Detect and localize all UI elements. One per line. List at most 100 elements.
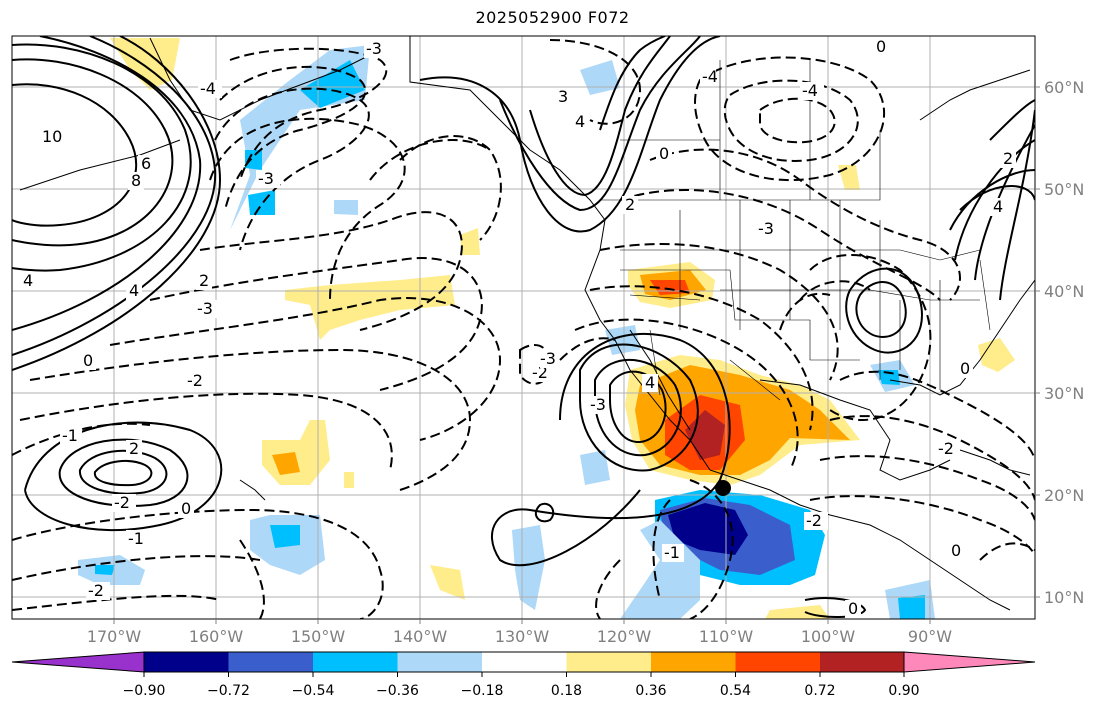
axis-ticks [113, 86, 1040, 624]
contour-label: -2 [806, 511, 822, 530]
lat-label: 50°N [1044, 180, 1084, 199]
negative-anomaly-region [300, 60, 365, 108]
colorbar-segment [820, 652, 905, 672]
colorbar-segment [228, 652, 313, 672]
colorbar-tick-label: 0.54 [720, 683, 751, 699]
negative-contours [12, 39, 1035, 619]
contour-label: 2 [625, 195, 635, 214]
contour-label: -2 [938, 439, 954, 458]
longitude-labels: 170°W 160°W 150°W 140°W 130°W 120°W 110°… [87, 627, 952, 646]
negative-anomaly-region [95, 565, 115, 575]
contour-label: 6 [141, 154, 151, 173]
colorbar-tick-label: −0.90 [123, 683, 166, 699]
positive-anomaly-region [978, 338, 1015, 372]
colorbar-extend-min [11, 651, 145, 673]
storm-center-marker [715, 480, 731, 496]
contour-label: -4 [702, 67, 718, 86]
lon-label: 170°W [87, 627, 142, 646]
map-content: 10 8 6 4 4 2 0 -1 -2 2 -2 -2 -3 [12, 36, 1035, 619]
lon-label: 100°W [801, 627, 856, 646]
colorbar-tick-label: 0.18 [551, 683, 582, 699]
colorbar-tick-label: −0.36 [376, 683, 419, 699]
lon-label: 110°W [699, 627, 754, 646]
contour-label: 4 [129, 281, 139, 300]
colorbar-segment [482, 652, 567, 672]
colorbar-tick-label: −0.18 [461, 683, 504, 699]
positive-anomaly-region [838, 165, 860, 190]
negative-anomaly-region [248, 190, 275, 215]
lat-label: 60°N [1044, 78, 1084, 97]
contour-label: 0 [659, 144, 669, 163]
lat-label: 20°N [1044, 486, 1084, 505]
negative-anomaly-region [512, 525, 545, 610]
contour-label: 2 [199, 271, 209, 290]
colorbar-segment [651, 652, 736, 672]
contour-label: -2 [88, 581, 104, 600]
contour-label: -2 [187, 371, 203, 390]
contour-label: -4 [802, 81, 818, 100]
contour-label: 8 [131, 171, 141, 190]
colorbar-tick-label: −0.54 [292, 683, 335, 699]
lon-label: 120°W [597, 627, 652, 646]
negative-anomaly-region [580, 450, 610, 485]
lat-label: 10°N [1044, 588, 1084, 607]
contour-label: -1 [62, 426, 78, 445]
contour-label: 4 [575, 112, 585, 131]
contour-label: 0 [951, 541, 961, 560]
positive-anomaly-region [110, 38, 180, 90]
graticule [12, 36, 1035, 619]
negative-anomaly-region [580, 60, 620, 95]
contour-label: 3 [558, 87, 568, 106]
colorbar-segment [144, 652, 229, 672]
state-borders [600, 60, 991, 401]
colorbar-tick-label: 0.36 [635, 683, 666, 699]
colorbar-tick-label: −0.72 [207, 683, 250, 699]
contour-labels: 10 8 6 4 4 2 0 -1 -2 2 -2 -2 -3 [20, 37, 1016, 618]
colorbar-segment [566, 652, 651, 672]
map-title: 2025052900 F072 [475, 8, 630, 27]
contour-label: 10 [42, 127, 62, 146]
colorbar-extend-max [903, 651, 1036, 673]
contour-label: 0 [83, 351, 93, 370]
positive-anomaly-region [272, 452, 300, 475]
contour-label: -3 [590, 395, 606, 414]
contour-label: -4 [200, 79, 216, 98]
colorbar-tick-label: 0.90 [888, 683, 919, 699]
contour-label: -1 [128, 529, 144, 548]
contour-label: -3 [540, 349, 556, 368]
contour-label: 4 [993, 197, 1003, 216]
map-frame [11, 35, 1036, 620]
contour-label: 2 [1003, 149, 1013, 168]
lat-label: 40°N [1044, 282, 1084, 301]
contour-label: -1 [664, 543, 680, 562]
negative-anomaly-region [898, 595, 925, 619]
lon-label: 150°W [291, 627, 346, 646]
positive-anomaly-region [262, 420, 330, 485]
contour-label: 0 [181, 499, 191, 518]
contour-label: -3 [366, 39, 382, 58]
positive-anomaly-region [430, 565, 465, 600]
negative-anomaly-region [245, 150, 262, 170]
positive-anomaly-region [460, 228, 480, 255]
positive-anomaly-region [285, 275, 455, 340]
latitude-labels: 60°N 50°N 40°N 30°N 20°N 10°N [1044, 78, 1084, 607]
colorbar-segment [735, 652, 820, 672]
colorbar: −0.90 −0.72 −0.54 −0.36 −0.18 0.18 0.36 … [11, 651, 1036, 699]
coastlines [19, 36, 1035, 611]
lat-label: 30°N [1044, 384, 1084, 403]
colorbar-segment [313, 652, 398, 672]
positive-anomaly-region [344, 472, 354, 488]
colorbar-segment [397, 652, 482, 672]
contour-label: 4 [645, 373, 655, 392]
shading-layer [78, 38, 1015, 619]
contour-label: -2 [114, 493, 130, 512]
contour-label: 0 [848, 599, 858, 618]
lon-label: 140°W [393, 627, 448, 646]
lon-label: 130°W [495, 627, 550, 646]
colorbar-tick-label: 0.72 [804, 683, 835, 699]
lon-label: 160°W [189, 627, 244, 646]
contour-label: -3 [258, 169, 274, 188]
negative-anomaly-region [270, 525, 300, 548]
contour-label: 2 [129, 439, 139, 458]
